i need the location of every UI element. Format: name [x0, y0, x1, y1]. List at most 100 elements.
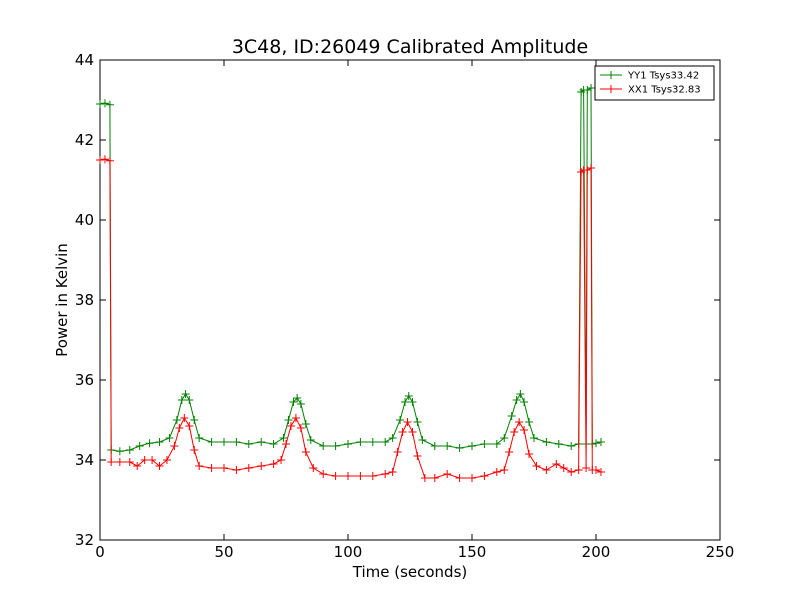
legend-item: YY1 Tsys33.42 [600, 71, 699, 82]
data-point [257, 462, 266, 470]
data-point [277, 456, 286, 464]
data-point [155, 462, 164, 470]
data-point [125, 446, 134, 454]
data-point [319, 442, 328, 450]
series-2 [96, 155, 605, 482]
data-point [430, 442, 439, 450]
data-point [257, 438, 266, 446]
data-point [512, 396, 521, 404]
data-point [286, 422, 295, 430]
data-point [592, 439, 600, 448]
data-point [105, 100, 114, 109]
data-point [507, 412, 516, 420]
data-point [388, 434, 397, 442]
data-point [596, 468, 605, 476]
data-point [356, 472, 365, 480]
legend-marker [607, 71, 615, 79]
plot-area: 0 50 100 150 200 250 32 34 36 38 40 42 44 [75, 51, 734, 561]
data-point [269, 460, 278, 468]
data-point [133, 462, 142, 470]
data-point [552, 460, 561, 468]
data-point [269, 440, 278, 448]
data-point [140, 456, 149, 464]
data-point [170, 442, 179, 450]
legend-label: XX1 Tsys32.83 [628, 85, 701, 96]
data-point [175, 424, 184, 432]
data-point [244, 464, 253, 472]
data-point [289, 398, 298, 406]
data-point [468, 442, 476, 450]
data-point [368, 472, 377, 480]
data-point [195, 434, 204, 442]
data-point [381, 438, 390, 446]
y-tick-label: 32 [75, 531, 94, 549]
legend-marker [607, 85, 615, 93]
plot-frame [99, 59, 721, 541]
data-point [105, 156, 114, 165]
data-point [574, 466, 583, 474]
data-point [177, 396, 186, 404]
data-point [296, 424, 305, 432]
y-tick-label: 44 [75, 51, 94, 69]
data-point [530, 434, 538, 442]
chart-title: 3C48, ID:26049 Calibrated Amplitude [232, 36, 588, 58]
data-point [232, 438, 241, 446]
x-axis-label: Time (seconds) [352, 563, 468, 581]
data-point [195, 462, 204, 470]
data-point [232, 466, 241, 474]
data-point [207, 438, 216, 446]
data-point [430, 474, 439, 482]
data-point [505, 448, 514, 456]
data-point [165, 434, 174, 442]
data-point [301, 420, 310, 428]
data-point [554, 440, 563, 448]
x-tick-label: 100 [334, 543, 363, 561]
data-point [331, 472, 340, 480]
data-point [331, 442, 340, 450]
data-point [301, 448, 310, 456]
data-point [532, 462, 541, 470]
data-point [403, 418, 412, 426]
axes-layer: 0 50 100 150 200 250 32 34 36 38 40 42 44 [75, 51, 734, 561]
legend-item: XX1 Tsys32.83 [600, 85, 701, 96]
x-tick-label: 150 [458, 543, 487, 561]
data-point [592, 466, 600, 474]
data-point [381, 470, 390, 478]
data-point [492, 440, 501, 448]
data-point [583, 86, 592, 94]
data-point [413, 418, 422, 426]
data-point [520, 426, 529, 434]
data-point [480, 472, 489, 480]
y-tick-label: 42 [75, 131, 94, 149]
data-point [207, 464, 216, 472]
data-point [443, 470, 452, 478]
x-tick-label: 50 [214, 543, 233, 561]
data-point [100, 99, 109, 108]
series-layer [96, 84, 605, 482]
data-point [559, 464, 568, 472]
data-point [510, 428, 519, 436]
legend-label: YY1 Tsys33.42 [627, 71, 699, 82]
data-point [115, 447, 124, 456]
data-point [220, 464, 228, 472]
data-point [279, 434, 288, 442]
data-point [190, 416, 199, 424]
data-point [319, 470, 328, 478]
data-point [388, 468, 397, 476]
data-point [500, 466, 509, 474]
data-point [520, 398, 529, 406]
data-point [443, 442, 452, 450]
series-1 [96, 84, 605, 456]
data-point [583, 166, 592, 174]
data-point [480, 440, 489, 448]
data-point [455, 444, 464, 452]
data-point [542, 466, 551, 474]
y-axis-label: Power in Kelvin [53, 243, 71, 357]
data-point [587, 164, 596, 172]
data-point [401, 398, 410, 406]
data-point [408, 428, 417, 436]
data-point [396, 416, 405, 424]
data-point [162, 456, 171, 464]
data-point [418, 436, 427, 444]
data-point [181, 390, 190, 398]
